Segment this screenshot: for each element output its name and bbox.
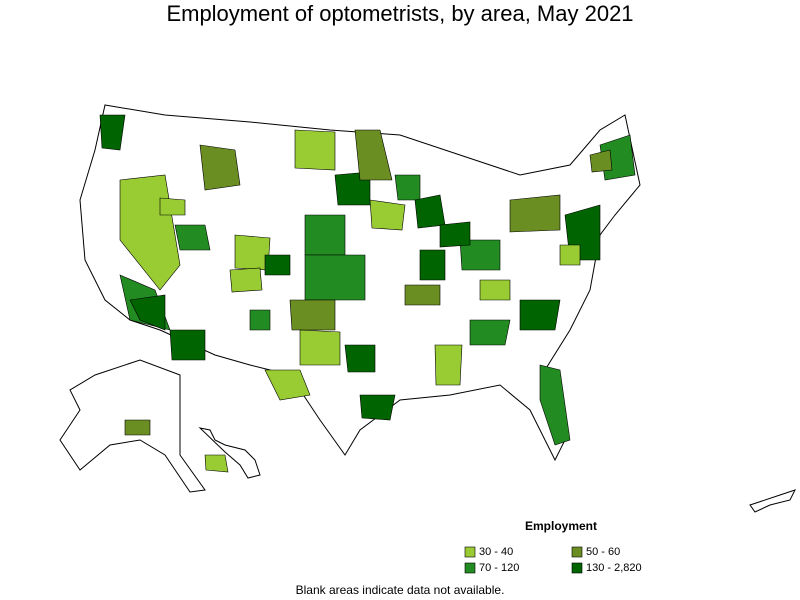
map-region <box>99 114 126 151</box>
map-region <box>169 329 206 361</box>
map-region <box>159 197 186 216</box>
map-region <box>469 319 511 346</box>
map-region <box>589 149 613 173</box>
footnote: Blank areas indicate data not available. <box>296 583 505 597</box>
legend-label: 50 - 60 <box>586 546 620 558</box>
map-region <box>419 249 446 281</box>
map-region <box>479 279 511 301</box>
map-region <box>264 254 291 276</box>
map-region <box>414 194 446 229</box>
map-region <box>404 284 441 306</box>
map-region <box>124 419 151 436</box>
hawaii-outline <box>198 427 261 479</box>
map-region <box>199 144 241 191</box>
legend-title: Employment <box>525 519 597 533</box>
legend-swatch <box>464 562 476 574</box>
map-region <box>299 329 341 366</box>
map-region <box>294 129 336 171</box>
map-region <box>174 224 211 251</box>
map-region <box>439 221 471 248</box>
map-region <box>509 194 561 233</box>
legend-swatch <box>571 546 583 558</box>
legend-label: 130 - 2,820 <box>586 562 642 574</box>
map-region <box>344 344 376 373</box>
islands-outline <box>749 489 796 513</box>
legend-label: 70 - 120 <box>479 562 519 574</box>
map-region <box>459 239 501 271</box>
map-region <box>289 299 336 331</box>
map-region <box>539 364 571 446</box>
map-region <box>304 254 366 301</box>
map-region <box>359 394 396 421</box>
map-title: Employment of optometrists, by area, May… <box>166 1 633 26</box>
map-region <box>249 309 271 331</box>
legend-swatch <box>571 562 583 574</box>
map-region <box>204 454 229 473</box>
map-regions <box>99 114 636 473</box>
legend: 30 - 40 50 - 60 70 - 120 130 - 2,820 <box>464 546 642 574</box>
map-region <box>394 174 421 201</box>
map-region <box>264 369 311 401</box>
map-region <box>129 294 166 331</box>
map-region <box>434 344 463 386</box>
map-region <box>519 299 561 331</box>
map-region <box>354 129 393 181</box>
map-region <box>369 199 406 231</box>
map-land <box>59 104 796 513</box>
map-region <box>559 244 581 266</box>
map-region <box>304 214 346 256</box>
map-region <box>229 267 263 293</box>
legend-label: 30 - 40 <box>479 546 513 558</box>
legend-swatch <box>464 546 476 558</box>
